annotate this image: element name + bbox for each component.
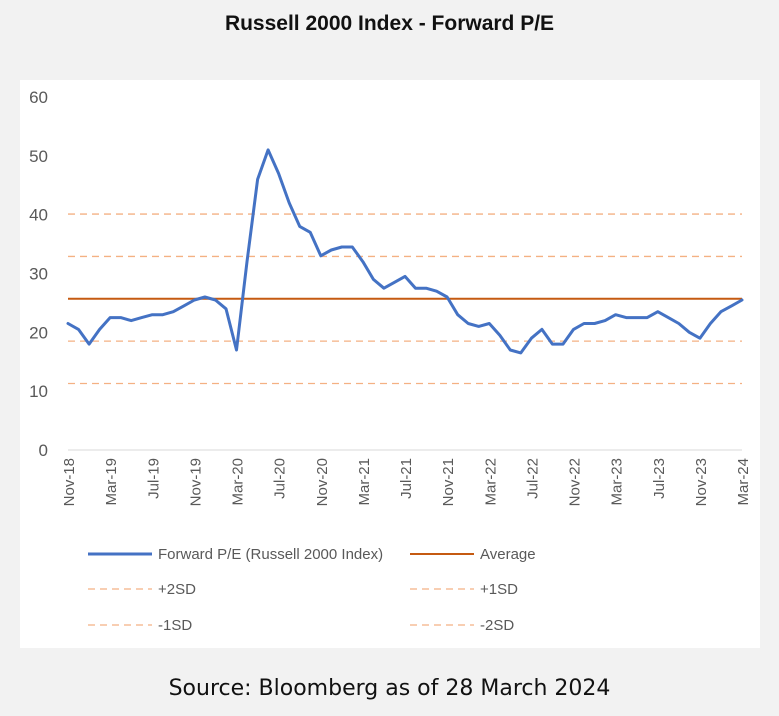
y-tick-label: 40	[29, 206, 48, 225]
y-tick-label: 0	[39, 441, 48, 460]
x-tick-label: Mar-22	[482, 458, 499, 506]
x-tick-label: Nov-21	[440, 458, 457, 506]
x-tick-label: Jul-21	[398, 458, 415, 499]
x-tick-label: Mar-19	[103, 458, 120, 506]
y-tick-label: 30	[29, 265, 48, 284]
x-tick-label: Nov-19	[187, 458, 204, 506]
chart-title: Russell 2000 Index - Forward P/E	[224, 12, 555, 35]
y-tick-label: 10	[29, 382, 48, 401]
x-tick-label: Jul-20	[272, 458, 289, 499]
series-line-forward-pe	[66, 148, 744, 355]
x-tick-label: Jul-19	[145, 458, 162, 499]
legend-label: -2SD	[480, 617, 514, 634]
chart-svg: 0 10 20 30 40 50 60 Nov-18 Mar-19 Jul-19 Nov-19 Mar…	[29, 88, 752, 634]
legend-label: +1SD	[480, 581, 518, 598]
legend-label: -1SD	[158, 617, 192, 634]
legend-label: Average	[480, 546, 536, 563]
source-note: Source: Bloomberg as of 28 March 2024	[168, 676, 611, 701]
y-tick-label: 60	[29, 88, 48, 107]
chart-panel: 0 10 20 30 40 50 60 Nov-18 Mar-19 Jul-19 Nov-19 Mar…	[20, 80, 760, 648]
x-tick-label: Jul-23	[651, 458, 668, 499]
y-tick-label: 20	[29, 323, 48, 342]
x-tick-label: Nov-22	[567, 458, 584, 506]
legend-label: +2SD	[158, 581, 196, 598]
x-tick-label: Mar-21	[356, 458, 373, 506]
x-tick-label: Nov-23	[693, 458, 710, 506]
x-tick-label: Mar-23	[609, 458, 626, 506]
x-tick-label: Nov-20	[314, 458, 331, 506]
x-tick-label: Jul-22	[524, 458, 541, 499]
y-tick-label: 50	[29, 147, 48, 166]
x-tick-label: Mar-20	[230, 458, 247, 506]
legend-label: Forward P/E (Russell 2000 Index)	[158, 546, 383, 563]
x-tick-label: Nov-18	[61, 458, 78, 506]
x-tick-label: Mar-24	[735, 458, 752, 506]
